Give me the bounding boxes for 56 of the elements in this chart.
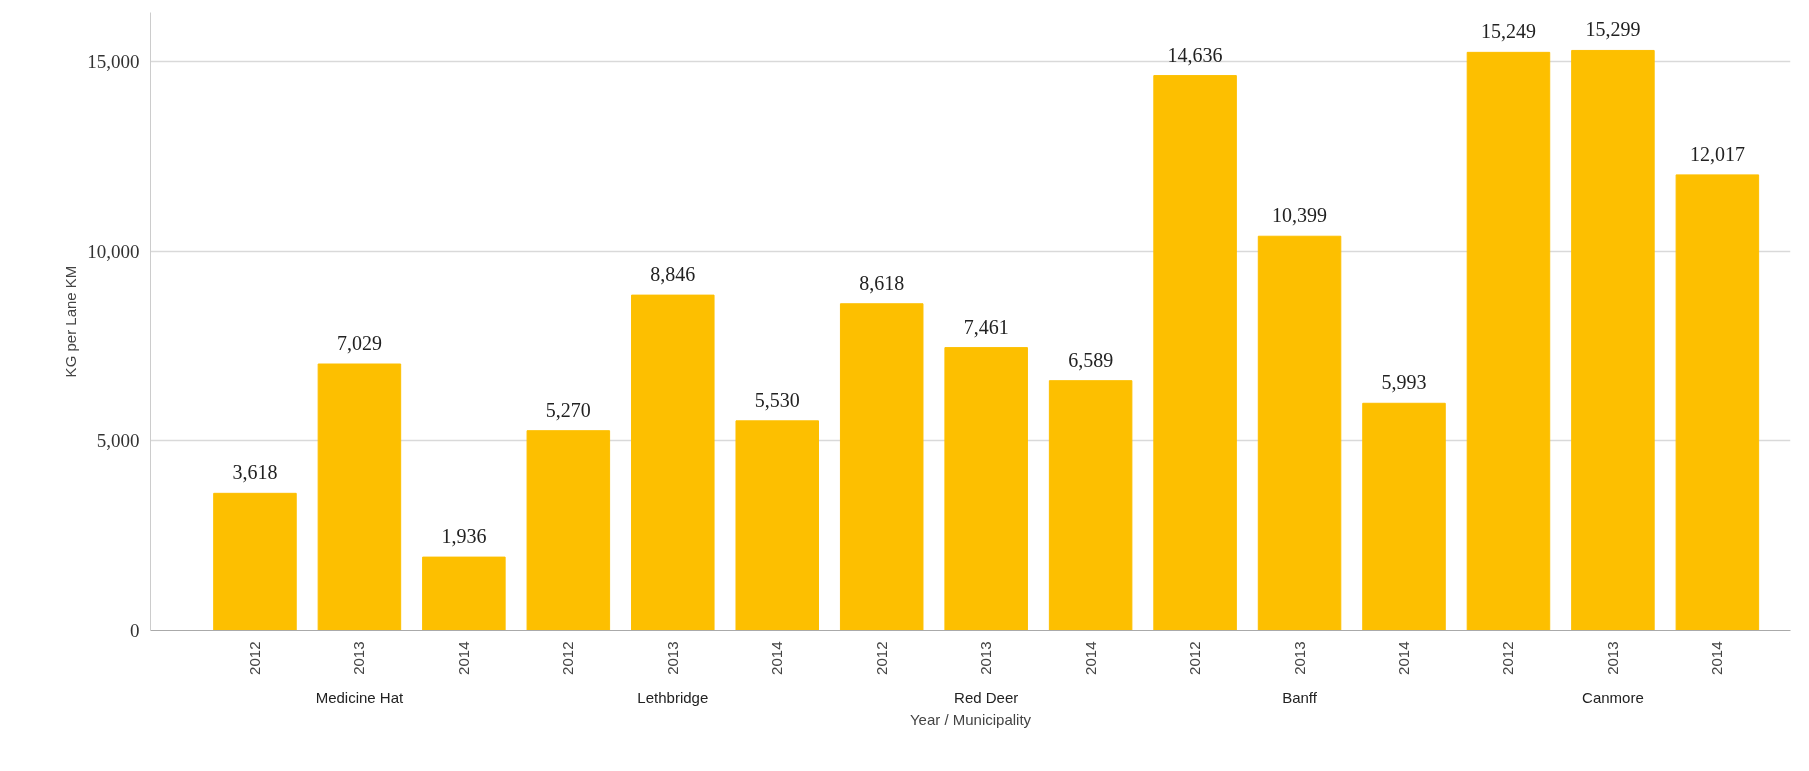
data-label: 7,029	[336, 332, 382, 354]
bar	[1257, 235, 1342, 631]
data-label: 10,399	[1272, 204, 1328, 227]
text: Banff	[1282, 688, 1318, 706]
bar	[526, 430, 611, 631]
bar	[1571, 49, 1655, 631]
y-tick-label: 10,000	[87, 240, 140, 262]
x-tick-label: 2013	[350, 641, 368, 675]
y-tick-label: 0	[130, 620, 140, 641]
data-label: 5,993	[1381, 371, 1427, 394]
data-label: 5,270	[545, 398, 591, 421]
y-axis-title: KG per Lane KM	[62, 265, 80, 378]
x-tick-label: 2012	[1186, 641, 1204, 675]
data-label: 1,936	[441, 525, 487, 548]
x-tick-label: 2012	[872, 641, 890, 675]
x-tick-label: 2013	[1603, 641, 1621, 675]
x-tick-label: 2013	[663, 641, 681, 675]
bar	[1675, 174, 1760, 631]
data-label: 6,589	[1068, 348, 1114, 371]
data-label: 12,017	[1689, 142, 1745, 165]
data-label: 3,618	[232, 461, 278, 484]
data-label: 5,530	[754, 388, 800, 411]
y-tick-label: 5,000	[96, 430, 140, 452]
data-label: 15,249	[1480, 20, 1536, 43]
text: Medicine Hat	[315, 688, 405, 706]
bar	[1362, 402, 1446, 631]
bar	[944, 347, 1028, 631]
bar	[735, 420, 820, 631]
x-tick-label: 2012	[245, 641, 263, 675]
x-tick-label: 2014	[1395, 641, 1412, 675]
bar	[317, 363, 402, 631]
x-tick-label: 2013	[977, 641, 995, 675]
x-tick-label: 2014	[454, 641, 472, 675]
x-tick-label: 2014	[768, 641, 786, 675]
x-tick-label: 2014	[1708, 641, 1726, 675]
bar	[213, 492, 297, 631]
x-tick-label: 2012	[1499, 641, 1517, 675]
text: Canmore	[1582, 688, 1644, 706]
bar	[422, 556, 506, 631]
bar	[631, 294, 715, 631]
y-tick-label: 15,000	[87, 51, 140, 73]
bar	[1466, 51, 1551, 631]
x-tick-label: 2013	[1290, 641, 1308, 675]
text: Red Deer	[954, 688, 1019, 706]
x-tick-label: 2014	[1081, 641, 1099, 675]
data-label: 15,299	[1585, 18, 1641, 41]
bar	[1048, 380, 1133, 631]
data-label: 14,636	[1167, 43, 1223, 66]
x-tick-label: 2012	[559, 641, 577, 675]
data-label: 8,846	[650, 263, 696, 286]
x-axis-title: Year / Municipality	[909, 710, 1032, 728]
text: Lethbridge	[637, 688, 709, 706]
data-label: 8,618	[859, 271, 905, 294]
bar	[1153, 75, 1237, 631]
data-label: 7,461	[963, 315, 1009, 338]
bar	[839, 303, 924, 631]
